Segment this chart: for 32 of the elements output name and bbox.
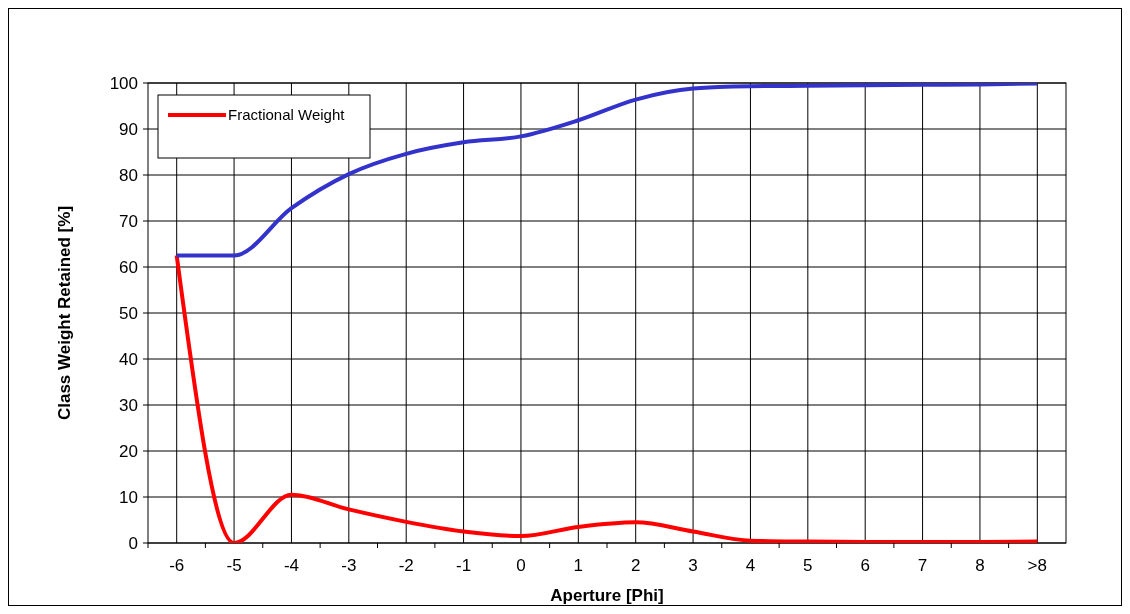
y-tick-label: 0 [128,533,138,553]
y-tick-label: 80 [119,165,138,185]
y-tick-label: 90 [119,119,138,139]
y-axis-title: Class Weight Retained [%] [55,205,74,421]
line-series [174,253,1040,543]
x-tick-label: 8 [975,556,985,575]
legend-label: Fractional Weight [228,106,346,124]
x-tick-label: -5 [226,556,242,575]
x-tick-label: 1 [573,556,584,575]
x-tick-label: 3 [688,556,698,575]
y-tick-label: 30 [119,395,138,415]
y-tick-label: 70 [119,211,138,231]
x-tick-label: 0 [516,556,526,575]
x-tick-label: 2 [630,556,641,575]
y-tick-label: 100 [109,73,138,93]
y-tick-label: 20 [119,441,138,461]
x-tick-label: -1 [456,556,472,575]
y-tick-label: 60 [119,257,138,277]
x-tick-label: -6 [169,556,185,575]
y-tick-label: 40 [119,349,138,369]
y-tick-label: 10 [119,487,138,507]
x-tick-label: >8 [1027,556,1048,575]
x-axis-title: Aperture [Phi] [550,586,664,605]
x-tick-label: 6 [860,556,870,575]
x-tick-label: -3 [341,556,357,575]
line-series [174,83,1040,258]
y-tick-label: 50 [119,303,138,323]
x-tick-label: 5 [803,556,813,575]
x-tick-label: -4 [283,556,299,575]
x-tick-label: 4 [745,556,756,575]
x-tick-label: -2 [398,556,414,575]
x-tick-label: 7 [917,556,928,575]
